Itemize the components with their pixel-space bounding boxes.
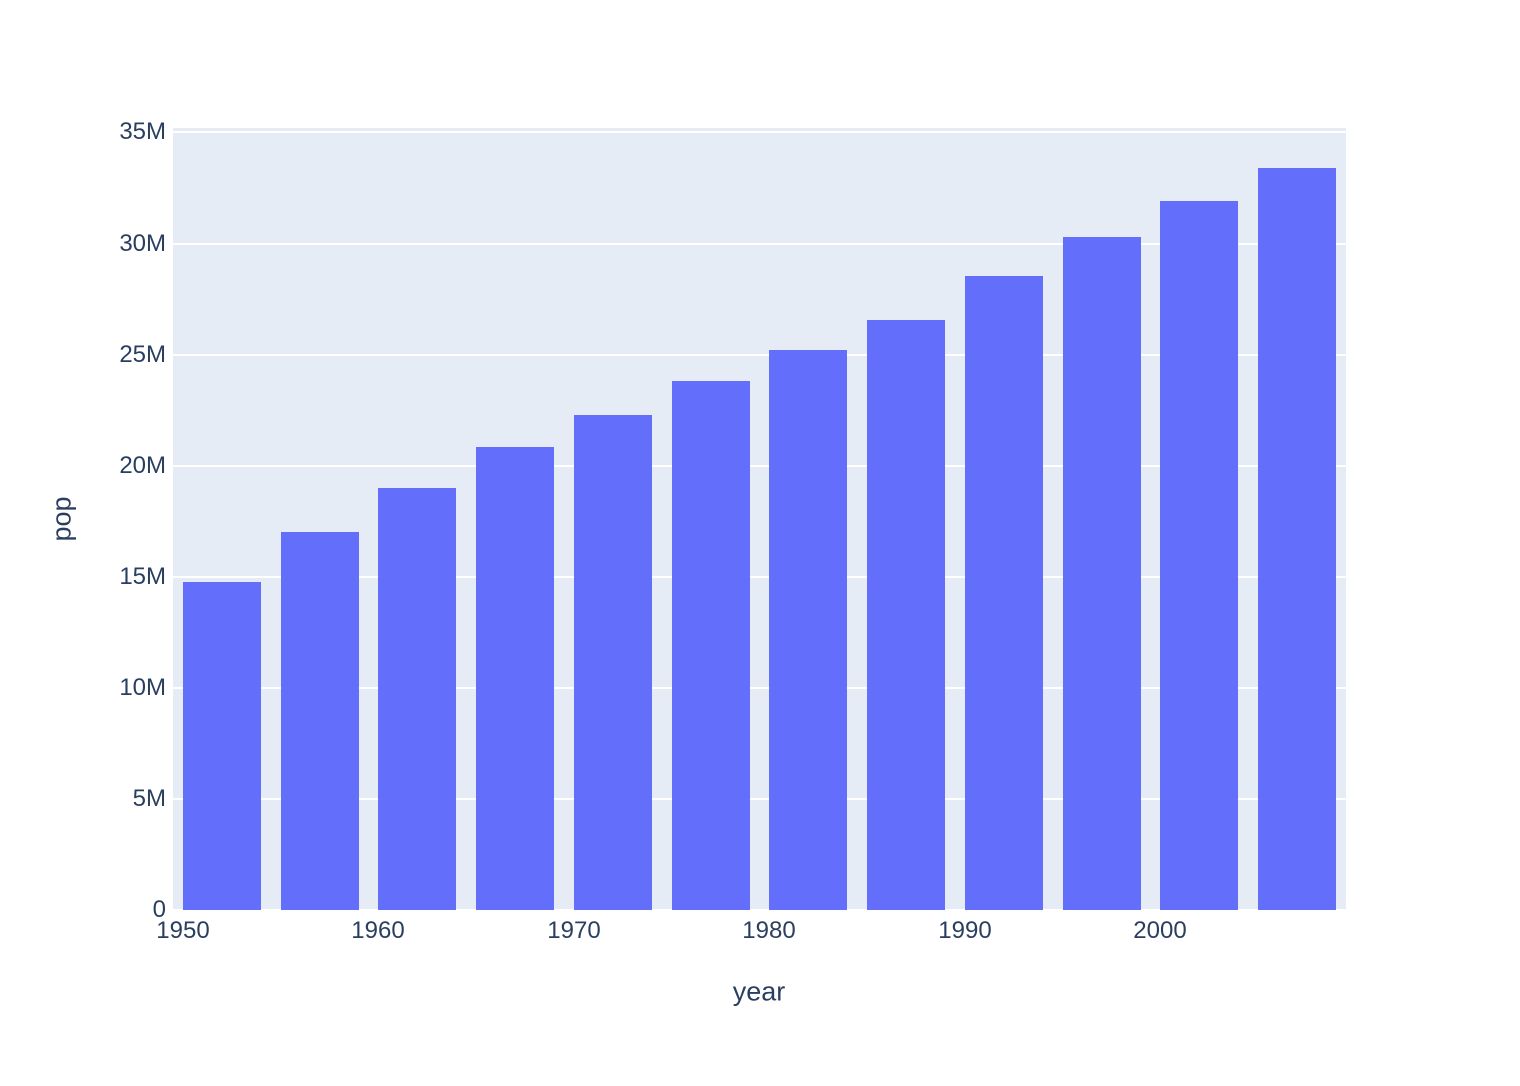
- y-axis-title: pop: [46, 496, 77, 542]
- bar-2002[interactable]: [1160, 201, 1238, 910]
- bar-1997[interactable]: [1063, 237, 1141, 910]
- bar-2007[interactable]: [1258, 168, 1336, 910]
- bar-1982[interactable]: [769, 350, 847, 910]
- bar-1977[interactable]: [672, 381, 750, 910]
- y-tick-label: 35M: [119, 118, 166, 145]
- x-tick-label: 1960: [351, 917, 405, 944]
- bar-1952[interactable]: [183, 582, 261, 910]
- x-tick-label: 2000: [1133, 917, 1187, 944]
- y-gridline: [173, 909, 1346, 911]
- bar-1967[interactable]: [476, 447, 554, 910]
- bar-1992[interactable]: [965, 276, 1043, 910]
- y-gridline: [173, 243, 1346, 245]
- x-tick-label: 1950: [156, 917, 210, 944]
- y-gridline: [173, 576, 1346, 578]
- y-tick-label: 10M: [119, 674, 166, 701]
- y-gridline: [173, 687, 1346, 689]
- x-tick-label: 1970: [547, 917, 601, 944]
- y-gridline: [173, 465, 1346, 467]
- y-tick-label: 25M: [119, 341, 166, 368]
- y-gridline: [173, 354, 1346, 356]
- bar-1972[interactable]: [574, 415, 652, 910]
- bar-1962[interactable]: [378, 488, 456, 910]
- y-tick-label: 5M: [132, 785, 166, 812]
- y-tick-label: 0: [152, 896, 166, 923]
- bar-1957[interactable]: [281, 532, 359, 910]
- y-tick-label: 20M: [119, 452, 166, 479]
- y-gridline: [173, 798, 1346, 800]
- x-axis-title: year: [732, 976, 786, 1007]
- plot-area: [173, 128, 1346, 911]
- x-tick-label: 1990: [938, 917, 992, 944]
- x-tick-label: 1980: [742, 917, 796, 944]
- y-gridline: [173, 131, 1346, 133]
- y-tick-label: 30M: [119, 230, 166, 257]
- bar-1987[interactable]: [867, 320, 945, 910]
- y-tick-label: 15M: [119, 563, 166, 590]
